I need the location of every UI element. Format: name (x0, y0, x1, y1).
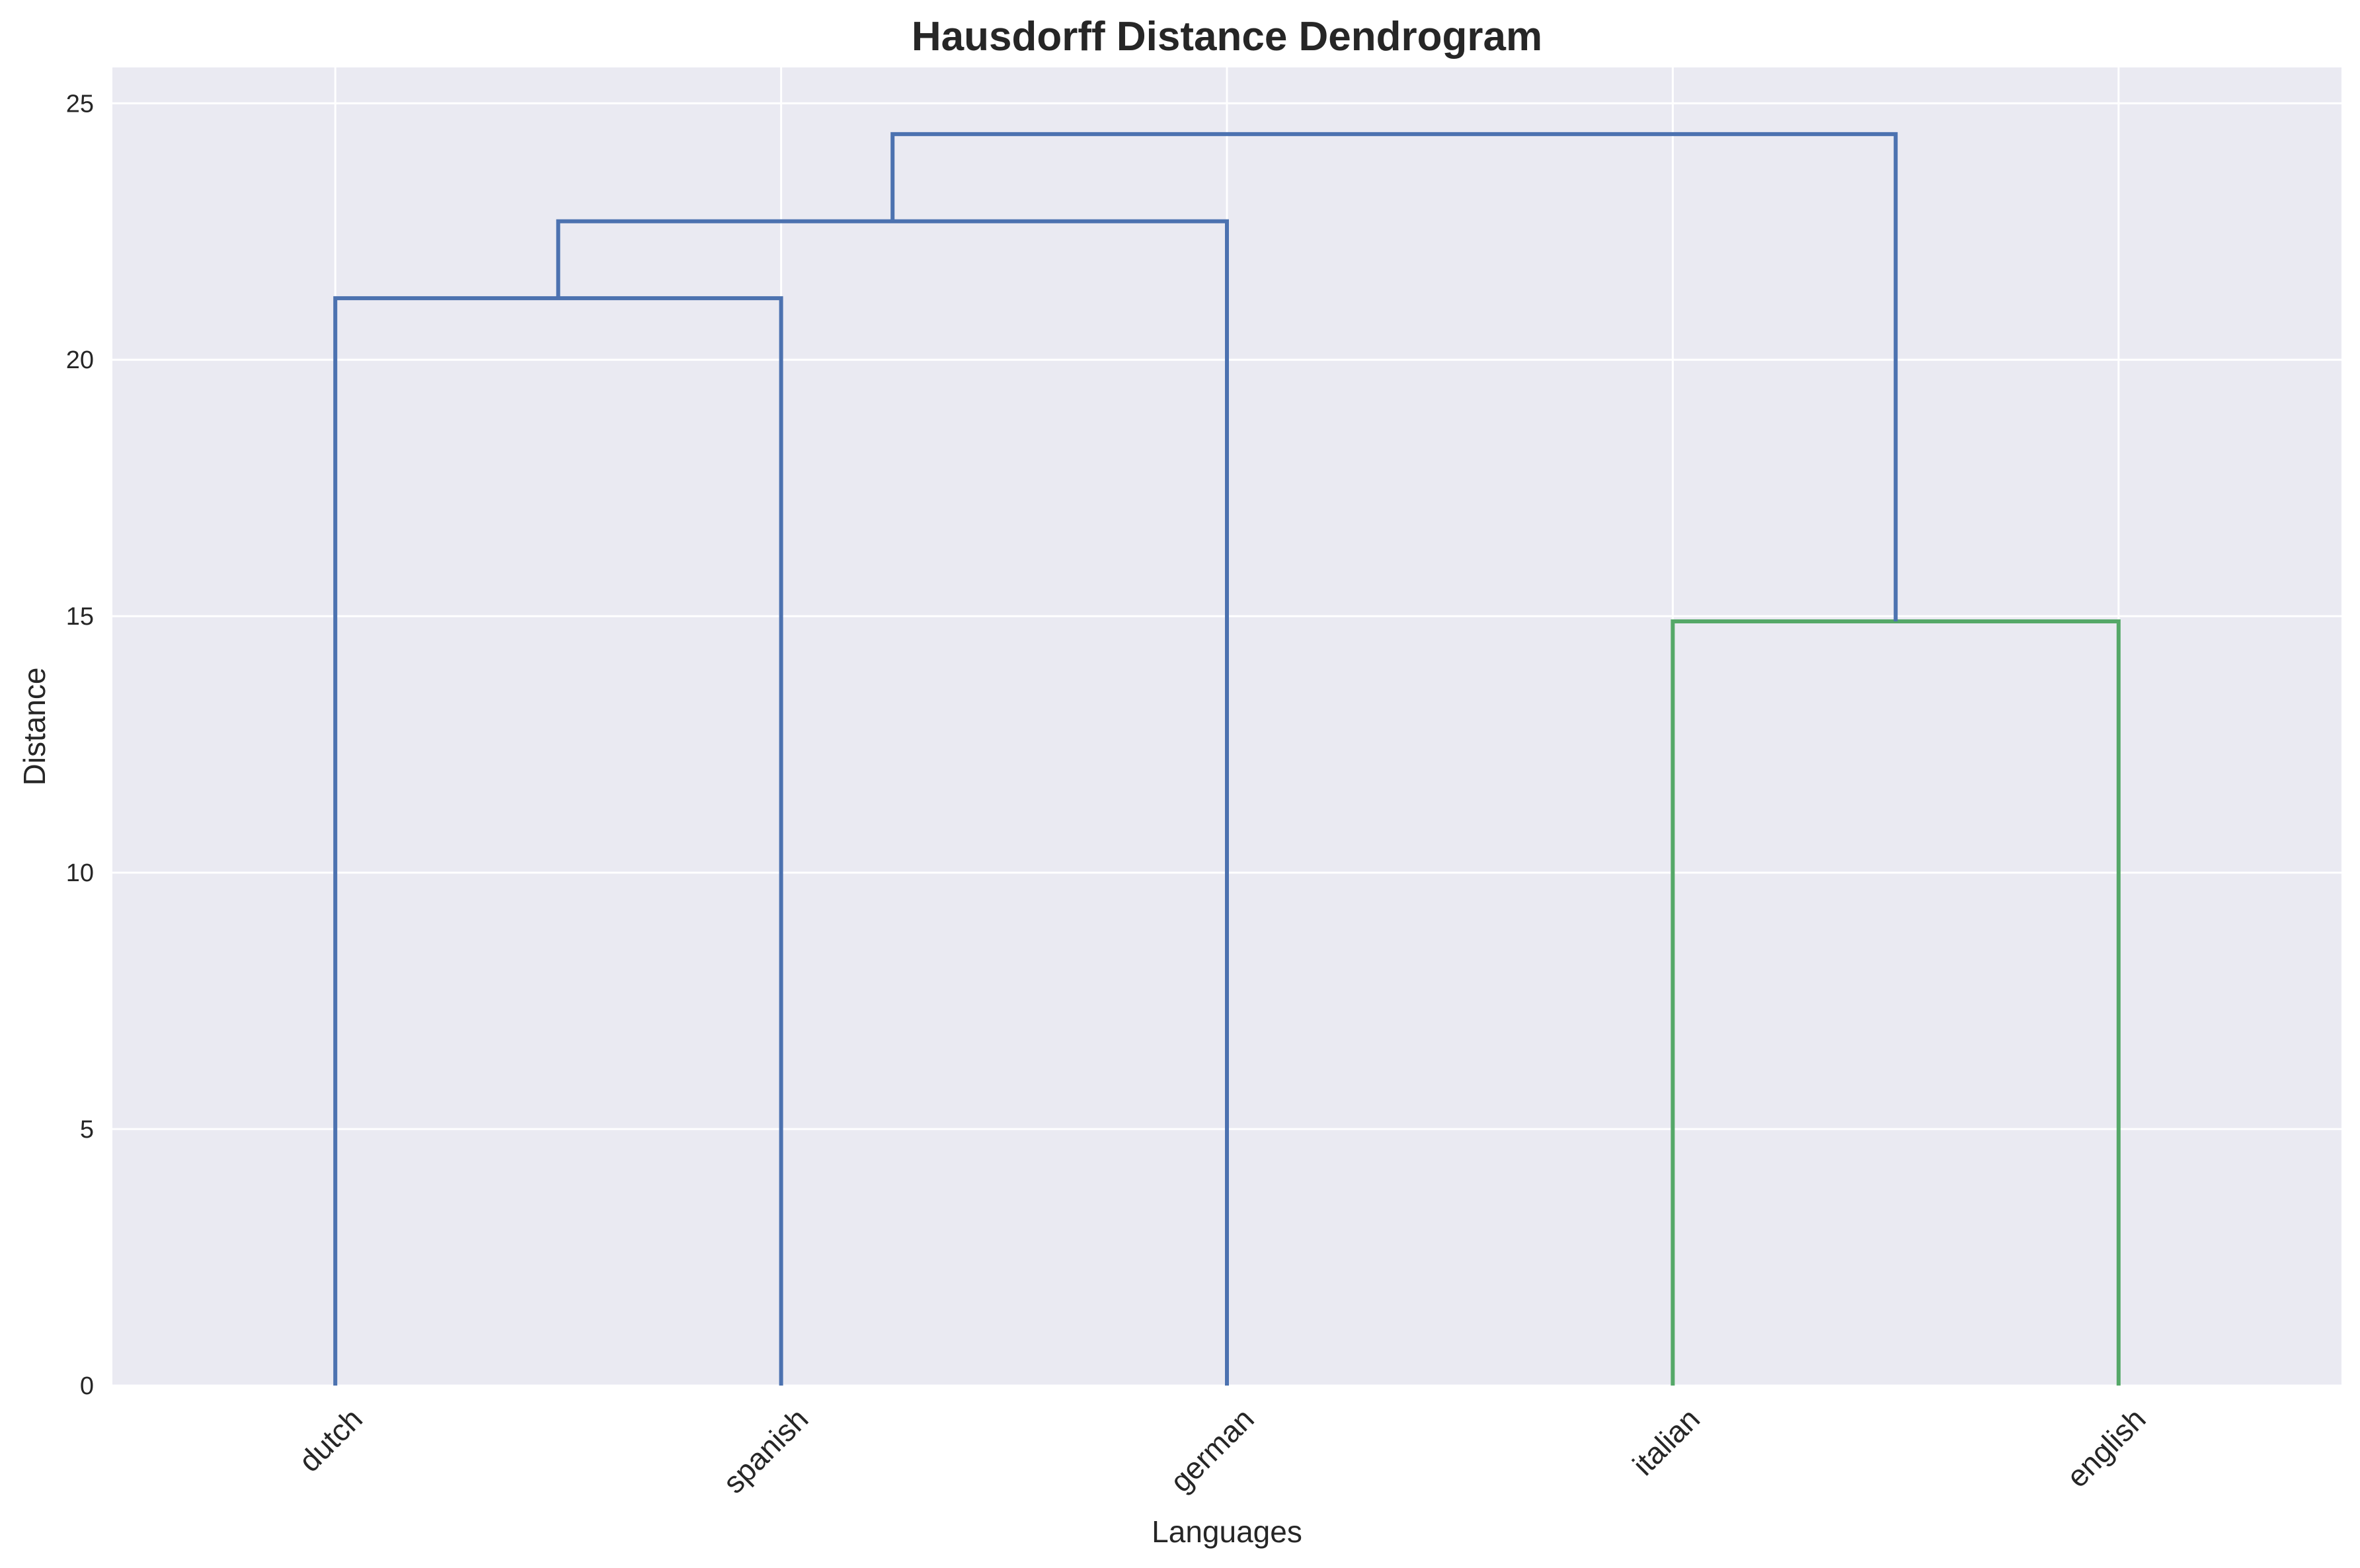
x-axis-label: Languages (1152, 1514, 1302, 1549)
y-tick-label: 10 (66, 859, 94, 887)
leaf-label-english: english (2060, 1401, 2152, 1494)
y-tick-label: 20 (66, 346, 94, 374)
y-tick-label: 15 (66, 603, 94, 631)
dendrogram-links (333, 132, 2121, 1386)
leaf-label-dutch: dutch (292, 1401, 369, 1478)
y-axis-label: Distance (17, 668, 52, 786)
chart-title: Hausdorff Distance Dendrogram (912, 14, 1542, 59)
leaf-label-italian: italian (1626, 1401, 1706, 1482)
leaf-label-spanish: spanish (717, 1401, 815, 1500)
y-axis-ticks: 0 5 10 15 20 25 (66, 90, 94, 1400)
y-tick-label: 0 (80, 1372, 94, 1400)
dendrogram-link-3 (556, 219, 1229, 1386)
dendrogram-link-1 (333, 296, 783, 1386)
y-tick-label: 5 (80, 1116, 94, 1144)
x-axis-ticks: dutch spanish german italian english (292, 1401, 2152, 1500)
leaf-label-german: german (1163, 1401, 1261, 1499)
dendrogram-link-4 (890, 132, 1898, 621)
y-tick-label: 25 (66, 90, 94, 118)
